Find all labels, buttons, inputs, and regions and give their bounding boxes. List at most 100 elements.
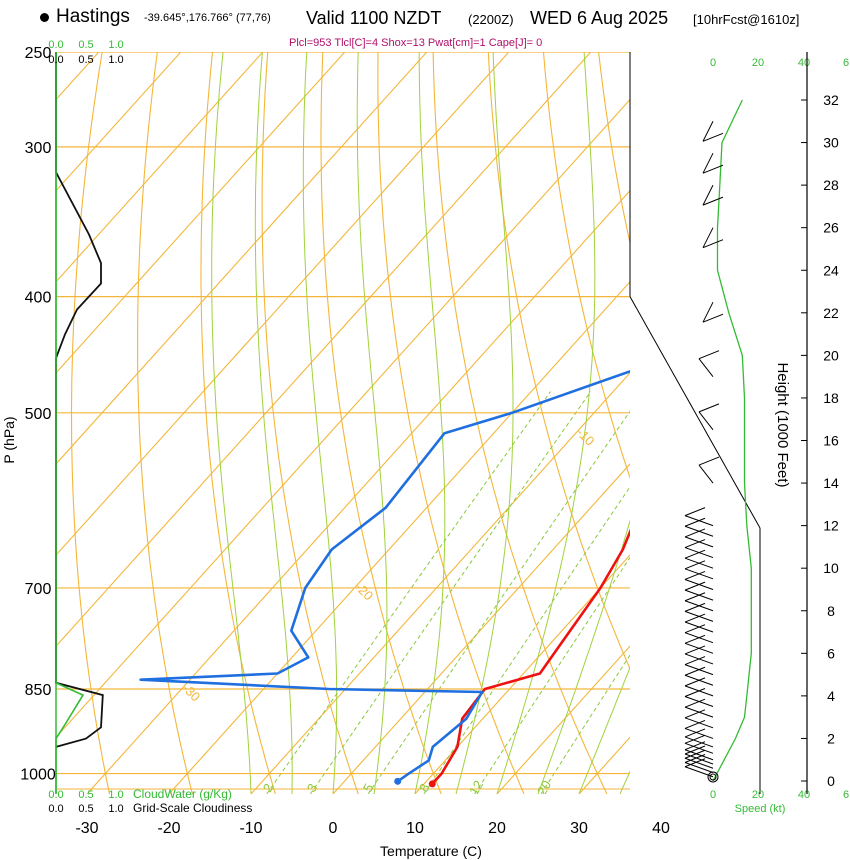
moist-adiabat-line	[455, 52, 514, 794]
cloudwater-scale-top: 0.5	[78, 39, 93, 51]
height-tick-label: 12	[823, 518, 839, 534]
sounding-indices: Plcl=953 Tlcl[C]=4 Shox=13 Pwat[cm]=1 Ca…	[289, 37, 543, 49]
wind-barb	[684, 621, 714, 633]
wind-barb-flag	[702, 196, 724, 206]
height-tick-label: 22	[823, 305, 839, 321]
wind-speed-tick-top: 0	[710, 57, 716, 69]
height-axis-label: Height (1000 Feet)	[774, 362, 791, 487]
wind-barb-flag	[684, 656, 706, 666]
height-tick-label: 28	[823, 177, 839, 193]
isotherm-line	[168, 280, 630, 794]
temperature-tick-label: -10	[239, 820, 262, 837]
wind-barb-flag	[702, 239, 724, 249]
wind-barb-flag	[698, 403, 720, 413]
wind-barb	[684, 610, 714, 622]
wind-barb	[684, 696, 714, 707]
cloudwater-label: CloudWater (g/Kg)	[133, 787, 232, 801]
mixing-ratio-line	[474, 556, 630, 794]
moist-adiabat-line	[211, 52, 252, 794]
wind-barb-flag	[684, 677, 706, 687]
height-tick-label: 8	[827, 603, 835, 619]
wind-barb	[684, 674, 714, 686]
dry-adiabat-line	[377, 52, 525, 794]
station-marker-icon	[40, 13, 49, 22]
temperature-tick-label: 0	[329, 820, 338, 837]
wind-barb-flag	[684, 602, 706, 612]
moist-adiabat-line	[496, 52, 596, 794]
mixing-ratio-line	[540, 654, 630, 794]
wind-barb-flag	[684, 571, 706, 580]
wind-barb	[684, 557, 714, 569]
wind-barb	[684, 706, 714, 718]
pressure-tick-label: 400	[25, 290, 52, 307]
wind-barb-flag	[684, 688, 706, 697]
valid-time: Valid 1100 NZDT	[306, 8, 442, 28]
dry-adiabat-line	[70, 52, 111, 794]
cloudwater-scale-bottom: 0.5	[78, 789, 93, 801]
wind-barb	[698, 411, 714, 431]
wind-barb-flag	[684, 666, 706, 676]
isotherm-line	[414, 554, 630, 794]
wind-speed-tick-top: 20	[752, 57, 764, 69]
height-tick-label: 4	[827, 688, 835, 704]
cloudiness-scale-bottom: 1.0	[108, 803, 123, 815]
height-tick-label: 10	[823, 560, 839, 576]
wind-barb	[684, 664, 714, 676]
cloudiness-scale-top: 1.0	[108, 54, 123, 66]
wind-barb-flag	[684, 592, 706, 602]
cloudiness-scale-top: 0.0	[48, 54, 63, 66]
isotherm-line	[496, 645, 630, 794]
wind-barb-flag	[684, 528, 706, 538]
temperature-tick-label: 30	[570, 820, 588, 837]
cloudiness-scale-bottom: 0.5	[78, 803, 93, 815]
cloudwater-profile	[55, 52, 85, 794]
cloudiness-scale-top: 0.5	[78, 54, 93, 66]
cloudiness-label: Grid-Scale Cloudiness	[133, 801, 252, 815]
station-coords: -39.645°,176.766° (77,76)	[144, 12, 271, 24]
pressure-tick-label: 850	[25, 682, 52, 699]
height-tick-label: 0	[827, 773, 835, 789]
moist-adiabat-line	[356, 52, 388, 794]
temperature-axis-label: Temperature (C)	[380, 843, 482, 859]
wind-speed-tick-bottom: 0	[710, 789, 716, 801]
wind-barb-flag	[702, 132, 724, 142]
wind-barb	[684, 515, 714, 527]
wind-barb-flag	[684, 745, 706, 755]
mixing-ratio-line	[367, 410, 630, 794]
moist-adiabat-line	[578, 666, 630, 794]
wind-barb-flag	[684, 507, 706, 517]
moist-adiabat-line	[254, 52, 293, 794]
wind-barb	[684, 736, 714, 748]
wind-barb-flag	[684, 728, 706, 738]
height-tick-label: 16	[823, 433, 839, 449]
temperature-tick-label: 40	[652, 820, 670, 837]
dry-adiabat-line	[542, 52, 630, 480]
wind-speed-tick-top: 40	[798, 57, 810, 69]
wind-speed-tick-bottom: 6	[843, 789, 849, 801]
temperature-tick-label: 10	[406, 820, 424, 837]
wind-barb	[702, 184, 714, 206]
pressure-tick-label: 700	[25, 581, 52, 598]
wind-barb-flag	[698, 350, 720, 360]
cloudwater-scale-top: 1.0	[108, 39, 123, 51]
surface-dewpoint-marker	[394, 777, 402, 785]
wind-barb-flag	[684, 719, 706, 729]
cloudwater-scale-bottom: 1.0	[108, 789, 123, 801]
isotherm-line	[56, 52, 346, 374]
wind-barb-flag	[684, 539, 706, 549]
isotherm-line	[56, 52, 428, 465]
wind-barb-flag	[684, 749, 706, 759]
temperature-tick-label: -30	[75, 820, 98, 837]
wind-barb	[684, 600, 714, 612]
isotherm-line	[56, 52, 592, 648]
dewpoint-profile	[139, 369, 630, 783]
dry-adiabat-line	[487, 52, 630, 671]
pressure-tick-label: 250	[25, 45, 52, 62]
wind-barb	[684, 749, 714, 761]
wind-speed-tick-top: 6	[843, 57, 849, 69]
dry-adiabat-line	[137, 52, 193, 794]
wind-barb	[702, 152, 714, 174]
